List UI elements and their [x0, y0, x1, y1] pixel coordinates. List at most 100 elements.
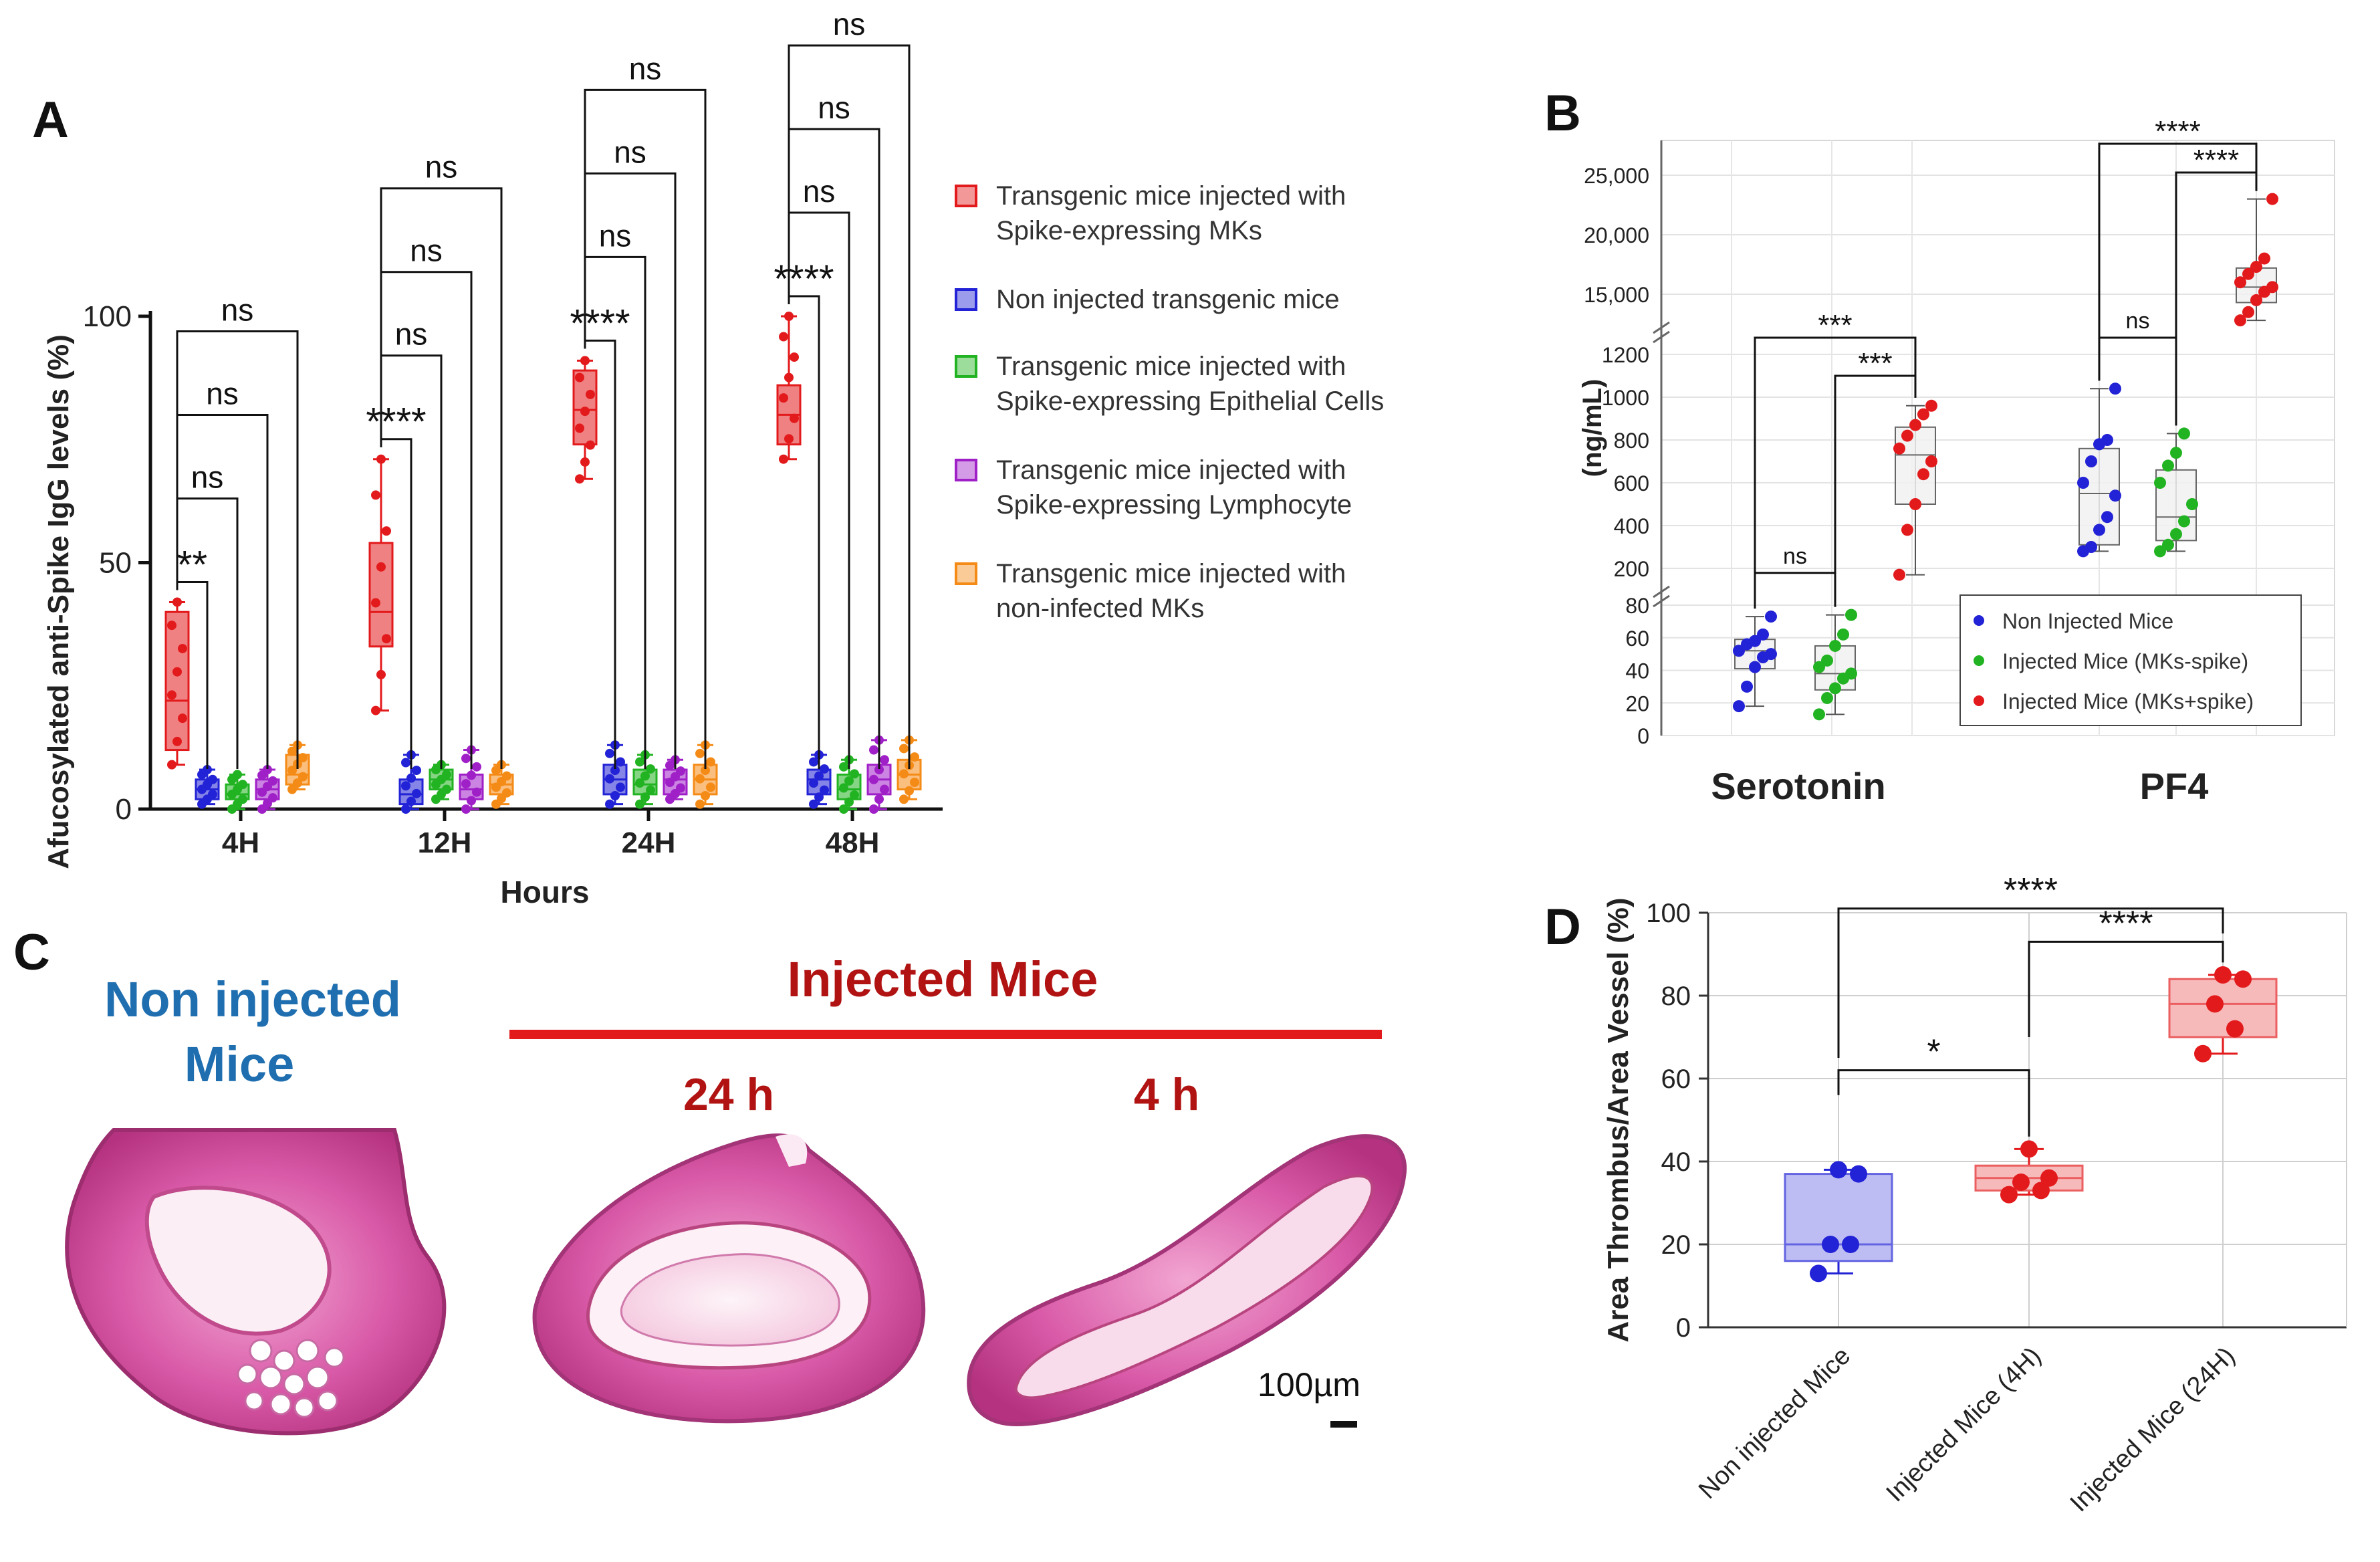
panel-b-ytick-label: 15,000 — [1584, 283, 1649, 307]
data-point — [412, 766, 421, 776]
panel-a-significance: ** ns ns ns **** ns ns ns **** ns ns ns **** ns ns ns — [176, 7, 911, 769]
significance-label: *** — [1858, 347, 1892, 380]
data-point — [1822, 1236, 1839, 1253]
panel-b-xlabel-serotonin: Serotonin — [1711, 765, 1885, 807]
data-point — [406, 773, 416, 783]
legend-label: Transgenic mice injected with — [996, 455, 1346, 485]
data-point — [605, 748, 614, 758]
data-point — [676, 783, 685, 793]
data-point — [298, 772, 308, 782]
data-point — [790, 413, 799, 423]
data-point — [1813, 708, 1825, 721]
significance-label: ns — [2126, 308, 2150, 334]
data-point — [1733, 645, 1745, 657]
data-point — [172, 597, 182, 607]
significance-label: ** — [177, 543, 207, 586]
data-point — [869, 774, 878, 784]
legend-label: Spike-expressing MKs — [996, 216, 1262, 245]
data-point — [268, 793, 277, 803]
data-point — [287, 784, 297, 794]
data-point — [442, 770, 451, 780]
panel-b: B 0 20 40 60 80 200 400 600 800 1000 1200 15,000 20,… — [1544, 85, 2335, 807]
data-point — [2206, 995, 2224, 1013]
data-point — [2040, 1169, 2058, 1187]
data-point — [575, 474, 584, 484]
data-point — [2242, 267, 2254, 280]
legend-swatch — [955, 562, 977, 585]
data-point — [208, 789, 217, 799]
data-point — [820, 785, 829, 795]
data-point — [1810, 1264, 1827, 1282]
legend-swatch — [955, 185, 977, 207]
panel-b-xlabel-pf4: PF4 — [2140, 765, 2209, 807]
legend-marker — [1974, 615, 1984, 626]
data-point — [461, 779, 471, 789]
data-point — [784, 312, 794, 321]
data-point — [376, 454, 386, 464]
data-point — [371, 598, 380, 608]
scale-bar-label: 100µm — [1258, 1366, 1360, 1404]
significance-label: **** — [2004, 871, 2058, 910]
panel-d-xtick-label: Injected Mice (4H) — [1881, 1342, 2047, 1508]
panel-a-legend: Transgenic mice injected with Spike-expre… — [955, 181, 1384, 623]
data-point — [2214, 966, 2232, 984]
data-point — [2266, 193, 2278, 205]
panel-b-significance: ns ****** ns ******** — [1754, 115, 2258, 609]
legend-box — [1959, 594, 2302, 726]
legend-swatch — [955, 355, 977, 378]
legend-label: Injected Mice (MKs-spike) — [2002, 649, 2248, 673]
panel-b-ytick-label: 80 — [1625, 594, 1649, 618]
data-point — [695, 774, 705, 784]
data-point — [2109, 489, 2121, 502]
data-point — [263, 765, 272, 775]
significance-label: ns — [191, 459, 224, 494]
panel-b-boxes — [1733, 193, 2278, 721]
data-point — [1901, 429, 1913, 442]
data-point — [1830, 1161, 1847, 1179]
panel-b-ytick-label: 20,000 — [1584, 223, 1649, 247]
significance-label: ns — [614, 134, 646, 169]
data-point — [676, 766, 685, 776]
data-point — [461, 754, 471, 764]
significance-bracket — [1837, 907, 2224, 1058]
data-point — [640, 792, 650, 802]
time-label-24h: 24 h — [683, 1069, 774, 1120]
data-point — [1749, 661, 1761, 673]
data-point — [203, 765, 212, 775]
panel-a-xlabel: Hours — [501, 875, 590, 909]
panel-b-ylabel: (ng/mL) — [1578, 379, 1607, 477]
panel-d-xtick-label: Non injected Mice — [1693, 1342, 1856, 1504]
data-point — [580, 407, 590, 417]
data-point — [1733, 700, 1745, 713]
panel-a-xtick-label: 48H — [826, 826, 880, 859]
data-point — [2154, 477, 2166, 489]
data-point — [701, 790, 710, 800]
significance-label: **** — [366, 401, 426, 444]
legend-label: Transgenic mice injected with — [996, 559, 1346, 588]
data-point — [1893, 442, 1905, 455]
data-point — [412, 788, 421, 798]
data-point — [502, 788, 511, 798]
data-point — [839, 762, 848, 772]
panel-d-significance: ********* — [1837, 871, 2224, 1137]
data-point — [779, 454, 788, 464]
legend-label: non-infected MKs — [996, 594, 1204, 623]
data-point — [1909, 419, 1921, 431]
data-point — [610, 790, 620, 800]
data-point — [575, 423, 584, 433]
legend-swatch — [955, 459, 977, 481]
data-point — [616, 757, 625, 767]
non-injected-title-line1: Non injected — [104, 972, 401, 1027]
panel-d-ylabel: Area Thrombus/Area Vessel (%) — [1602, 897, 1635, 1342]
significance-label: * — [1927, 1033, 1940, 1072]
data-point — [172, 736, 182, 746]
data-point — [2178, 515, 2190, 528]
data-point — [2170, 447, 2182, 459]
panel-b-label: B — [1544, 85, 1581, 142]
histology-24h-image — [532, 1133, 926, 1424]
data-point — [635, 778, 644, 788]
data-point — [580, 356, 590, 366]
data-point — [268, 776, 277, 786]
legend-label: Transgenic mice injected with — [996, 352, 1346, 381]
